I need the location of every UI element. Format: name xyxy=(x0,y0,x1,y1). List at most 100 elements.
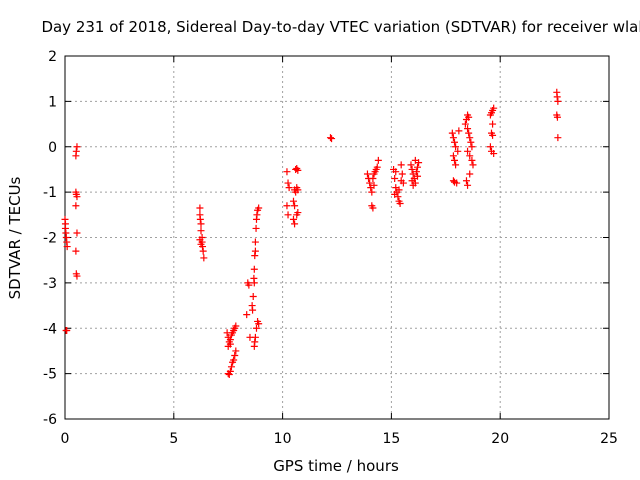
data-point xyxy=(392,168,400,176)
data-point xyxy=(408,177,416,185)
data-point xyxy=(372,165,380,173)
data-point xyxy=(73,143,81,151)
data-point xyxy=(73,229,81,237)
data-point xyxy=(486,143,494,151)
y-tick-label: 1 xyxy=(48,94,57,110)
data-point xyxy=(196,204,204,212)
data-point xyxy=(230,356,238,364)
data-point xyxy=(408,165,416,173)
data-point xyxy=(285,184,293,192)
data-point xyxy=(245,281,253,289)
x-tick-label: 5 xyxy=(169,431,178,447)
data-point xyxy=(465,113,473,121)
data-point xyxy=(469,161,477,169)
data-point xyxy=(369,204,377,212)
data-point xyxy=(454,147,462,155)
data-point xyxy=(243,311,251,319)
data-point xyxy=(197,240,205,248)
x-axis-label: GPS time / hours xyxy=(273,457,399,475)
x-axis-ticks: 0 5 10 15 20 25 xyxy=(61,56,618,447)
data-point xyxy=(199,247,207,255)
data-point xyxy=(72,202,80,210)
data-point xyxy=(251,238,259,246)
data-point xyxy=(232,347,240,355)
data-point xyxy=(255,320,263,328)
data-point xyxy=(374,156,382,164)
data-point xyxy=(363,170,371,178)
data-point xyxy=(409,181,417,189)
data-point xyxy=(449,152,457,160)
data-point xyxy=(326,134,334,142)
data-point xyxy=(251,247,259,255)
data-point xyxy=(63,327,71,335)
data-point xyxy=(289,197,297,205)
data-point xyxy=(226,340,234,348)
data-point xyxy=(489,120,497,128)
data-point xyxy=(396,199,404,207)
data-point xyxy=(554,134,562,142)
data-series-sdtvar xyxy=(61,88,562,379)
data-point xyxy=(225,371,233,379)
data-point xyxy=(553,93,561,101)
data-point xyxy=(291,220,299,228)
data-point xyxy=(467,138,475,146)
data-point xyxy=(414,172,422,180)
x-tick-label: 20 xyxy=(491,431,509,447)
data-point xyxy=(289,215,297,223)
data-point xyxy=(366,179,374,187)
data-point xyxy=(368,188,376,196)
data-point xyxy=(250,274,258,282)
data-point xyxy=(197,220,205,228)
data-point xyxy=(407,161,415,169)
data-point xyxy=(453,179,461,187)
y-tick-label: -3 xyxy=(43,276,57,292)
data-point xyxy=(398,170,406,178)
data-point xyxy=(452,143,460,151)
y-tick-label: -6 xyxy=(43,412,57,428)
x-tick-label: 0 xyxy=(61,431,70,447)
data-point xyxy=(73,272,81,280)
data-point xyxy=(397,177,405,185)
data-point xyxy=(63,243,71,251)
data-point xyxy=(232,322,240,330)
data-point xyxy=(464,125,472,133)
grid-lines xyxy=(65,56,609,419)
data-point xyxy=(251,338,259,346)
y-axis-ticks: -6 -5 -4 -3 -2 -1 0 1 2 xyxy=(43,49,609,428)
y-tick-label: -1 xyxy=(43,185,57,201)
data-point xyxy=(455,127,463,135)
y-tick-label: -2 xyxy=(43,231,57,247)
data-point xyxy=(249,306,257,314)
data-point xyxy=(449,134,457,142)
data-point xyxy=(251,252,259,260)
data-point xyxy=(253,211,261,219)
data-point xyxy=(490,150,498,158)
data-point xyxy=(196,215,204,223)
data-point xyxy=(465,129,473,137)
data-point xyxy=(294,186,302,194)
data-point xyxy=(283,202,291,210)
data-point xyxy=(294,166,302,174)
y-tick-label: -4 xyxy=(43,321,57,337)
data-point xyxy=(251,333,259,341)
data-point xyxy=(466,134,474,142)
data-point xyxy=(553,113,561,121)
data-point xyxy=(464,147,472,155)
chart-title: Day 231 of 2018, Sidereal Day-to-day VTE… xyxy=(41,18,640,36)
data-point xyxy=(391,190,399,198)
y-tick-label: -5 xyxy=(43,367,57,383)
data-point xyxy=(468,156,476,164)
data-point xyxy=(462,177,470,185)
data-point xyxy=(294,209,302,217)
data-point xyxy=(328,135,336,143)
x-tick-label: 25 xyxy=(600,431,618,447)
y-tick-label: 2 xyxy=(48,49,57,65)
y-tick-label: 0 xyxy=(48,140,57,156)
data-point xyxy=(197,227,205,235)
data-point xyxy=(283,168,291,176)
data-point xyxy=(451,138,459,146)
data-point xyxy=(461,120,469,128)
data-point xyxy=(452,161,460,169)
data-point xyxy=(466,170,474,178)
